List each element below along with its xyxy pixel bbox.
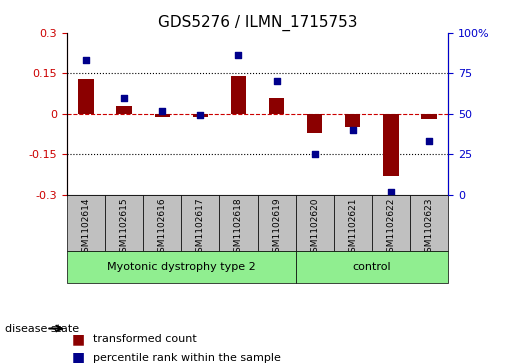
Bar xyxy=(154,114,170,117)
Bar xyxy=(421,114,437,119)
Point xyxy=(120,95,128,101)
Point xyxy=(425,139,433,144)
Text: GSM1102617: GSM1102617 xyxy=(196,198,205,258)
FancyBboxPatch shape xyxy=(334,195,372,251)
Point xyxy=(349,127,357,133)
Point xyxy=(311,151,319,157)
Point xyxy=(158,108,166,114)
FancyBboxPatch shape xyxy=(372,195,410,251)
Bar xyxy=(269,98,284,114)
Text: GSM1102615: GSM1102615 xyxy=(119,198,129,258)
Point xyxy=(196,113,204,118)
Point xyxy=(82,57,90,63)
Text: disease state: disease state xyxy=(5,323,79,334)
Text: GSM1102614: GSM1102614 xyxy=(81,198,91,258)
Text: GSM1102618: GSM1102618 xyxy=(234,198,243,258)
Bar xyxy=(193,114,208,117)
Point xyxy=(234,53,243,58)
Bar xyxy=(307,114,322,133)
FancyBboxPatch shape xyxy=(410,195,448,251)
FancyBboxPatch shape xyxy=(258,195,296,251)
FancyBboxPatch shape xyxy=(181,195,219,251)
Text: GSM1102620: GSM1102620 xyxy=(310,198,319,258)
Text: transformed count: transformed count xyxy=(93,334,196,344)
FancyBboxPatch shape xyxy=(219,195,258,251)
Title: GDS5276 / ILMN_1715753: GDS5276 / ILMN_1715753 xyxy=(158,15,357,31)
Text: GSM1102619: GSM1102619 xyxy=(272,198,281,258)
Text: GSM1102623: GSM1102623 xyxy=(424,198,434,258)
FancyBboxPatch shape xyxy=(296,195,334,251)
Bar xyxy=(116,106,132,114)
FancyBboxPatch shape xyxy=(105,195,143,251)
Text: percentile rank within the sample: percentile rank within the sample xyxy=(93,352,281,363)
FancyBboxPatch shape xyxy=(296,251,448,283)
Bar xyxy=(345,114,360,127)
Point xyxy=(387,189,395,195)
Text: GSM1102616: GSM1102616 xyxy=(158,198,167,258)
Text: control: control xyxy=(352,262,391,272)
Bar xyxy=(383,114,399,176)
FancyBboxPatch shape xyxy=(143,195,181,251)
Text: GSM1102622: GSM1102622 xyxy=(386,198,396,258)
Point xyxy=(272,78,281,84)
FancyBboxPatch shape xyxy=(67,195,105,251)
Text: GSM1102621: GSM1102621 xyxy=(348,198,357,258)
Text: ■: ■ xyxy=(72,333,85,346)
Text: Myotonic dystrophy type 2: Myotonic dystrophy type 2 xyxy=(107,262,255,272)
Bar xyxy=(231,76,246,114)
FancyBboxPatch shape xyxy=(67,251,296,283)
Text: ■: ■ xyxy=(72,351,85,363)
Bar xyxy=(78,79,94,114)
